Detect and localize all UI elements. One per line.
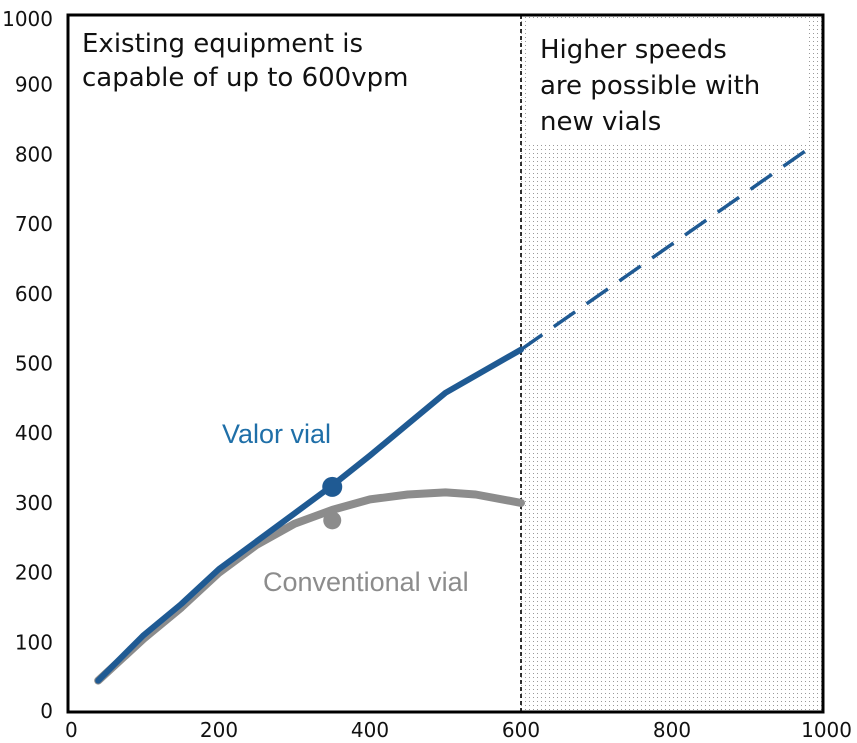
- valor-vial-projected-line: [519, 142, 817, 352]
- x-tick-label: 200: [200, 718, 238, 742]
- x-tick-label: 600: [502, 718, 540, 742]
- right-annotation-line-2: are possible with: [540, 71, 760, 101]
- y-tick-label: 100: [15, 630, 53, 654]
- x-tick-label: 1000: [801, 718, 852, 742]
- series-layer: [94, 142, 817, 685]
- left-annotation-line-1: Existing equipment is: [82, 29, 363, 59]
- y-tick-label: 800: [15, 142, 53, 166]
- x-axis-ticks: 0 200 400 600 800 1000: [65, 718, 852, 742]
- y-tick-label: 500: [15, 352, 53, 376]
- x-tick-label: 800: [653, 718, 691, 742]
- y-tick-label: 1000: [2, 7, 53, 31]
- conventional-vial-marker: [323, 511, 342, 530]
- y-tick-label: 600: [15, 282, 53, 306]
- right-annotation-line-3: new vials: [540, 107, 661, 137]
- y-tick-label: 700: [15, 212, 53, 236]
- y-tick-label: 900: [15, 73, 53, 97]
- valor-vial-marker: [322, 476, 343, 497]
- left-annotation-line-2: capable of up to 600vpm: [82, 63, 408, 93]
- conventional-vial-label: Conventional vial: [263, 567, 469, 597]
- y-tick-label: 200: [15, 561, 53, 585]
- plot-frame: [66, 13, 825, 714]
- valor-vial-line: [95, 346, 524, 684]
- valor-vial-label: Valor vial: [222, 419, 331, 449]
- right-annotation-background: [527, 20, 809, 142]
- y-tick-label: 300: [15, 491, 53, 515]
- y-axis-ticks: 0 100 200 300 400 500 600 700 800 900 1000: [2, 7, 53, 723]
- right-annotation-line-1: Higher speeds: [540, 35, 727, 65]
- x-tick-label: 400: [351, 718, 389, 742]
- y-tick-label: 400: [15, 421, 53, 445]
- x-tick-label: 0: [65, 718, 78, 742]
- y-tick-label: 0: [40, 699, 53, 723]
